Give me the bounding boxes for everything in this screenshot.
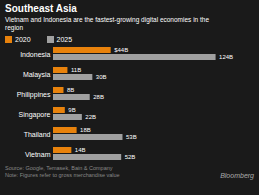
- svg-text:Indonesia: Indonesia: [20, 51, 50, 58]
- svg-text:28B: 28B: [93, 94, 104, 100]
- svg-text:18B: 18B: [80, 127, 91, 133]
- html-text:2020: 2020: [15, 36, 31, 43]
- html-text:Vietnam and Indonesia are the: Vietnam and Indonesia are the fastest-gr…: [5, 16, 209, 31]
- svg-text:22B: 22B: [85, 114, 96, 120]
- svg-text:11B: 11B: [71, 67, 81, 73]
- svg-text:Thailand: Thailand: [24, 131, 51, 138]
- svg-text:9B: 9B: [68, 107, 75, 113]
- svg-text:Philippines: Philippines: [17, 91, 51, 99]
- html-text:2025: 2025: [56, 36, 73, 43]
- svg-text:124B: 124B: [219, 54, 233, 60]
- svg-text:14B: 14B: [75, 147, 86, 153]
- svg-text:52B: 52B: [125, 154, 136, 160]
- svg-text:Singapore: Singapore: [19, 111, 51, 119]
- svg-text:30B: 30B: [96, 74, 107, 80]
- html-text:Southeast Asia: Southeast Asia: [5, 3, 77, 14]
- svg-text:53B: 53B: [126, 134, 137, 140]
- svg-text:$44B: $44B: [114, 47, 128, 53]
- svg-text:8B: 8B: [67, 87, 74, 93]
- html-text:Bloomberg: Bloomberg: [220, 172, 254, 179]
- svg-text:Vietnam: Vietnam: [25, 151, 51, 158]
- svg-text:Malaysia: Malaysia: [23, 71, 51, 79]
- html-text:Source: Google, Temasek, Bain: Source: Google, Temasek, Bain & Company …: [5, 165, 120, 178]
